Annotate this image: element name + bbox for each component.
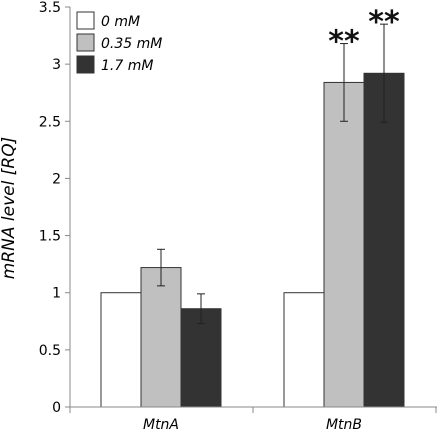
bar-MtnA-1 [140, 267, 182, 408]
y-tick-label: 0 [52, 400, 61, 416]
y-axis-title: mRNA level [RQ] [0, 137, 19, 279]
y-tick-label: 0.5 [39, 343, 61, 359]
axes-layer: 0 0.5 1 1.5 2 2.5 3 3.5 MtnA MtnB [39, 0, 437, 432]
legend: 0 mM 0.35 mM 1.7 mM [76, 11, 162, 74]
bar-MtnB-1 [323, 81, 365, 408]
y-tick-label: 1 [52, 286, 61, 302]
bar-MtnA-0 [100, 292, 142, 408]
bar-MtnA-2 [180, 308, 222, 408]
x-tick-label-MtnB: MtnB [326, 417, 362, 432]
error-bars-layer [157, 23, 388, 325]
bar-MtnB-0 [283, 292, 325, 408]
legend-label-0: 0 mM [101, 14, 140, 30]
y-tick-label: 1.5 [39, 229, 61, 245]
legend-label-2: 1.7 mM [101, 58, 153, 74]
significance-marker: ** [328, 25, 360, 60]
y-tick-label: 2.5 [39, 114, 61, 130]
bars-layer [100, 72, 405, 408]
legend-label-1: 0.35 mM [101, 36, 162, 52]
bar-MtnB-2 [363, 72, 405, 408]
x-tick-label-MtnA: MtnA [143, 417, 179, 432]
y-tick-label: 3.5 [39, 0, 61, 16]
y-tick-label: 3 [52, 57, 61, 73]
legend-swatch-1 [76, 33, 95, 52]
y-tick-label: 2 [52, 171, 61, 187]
significance-marker: ** [368, 5, 400, 40]
legend-swatch-2 [76, 55, 95, 74]
legend-swatch-0 [76, 11, 95, 30]
annotations-layer: **** [328, 5, 400, 59]
